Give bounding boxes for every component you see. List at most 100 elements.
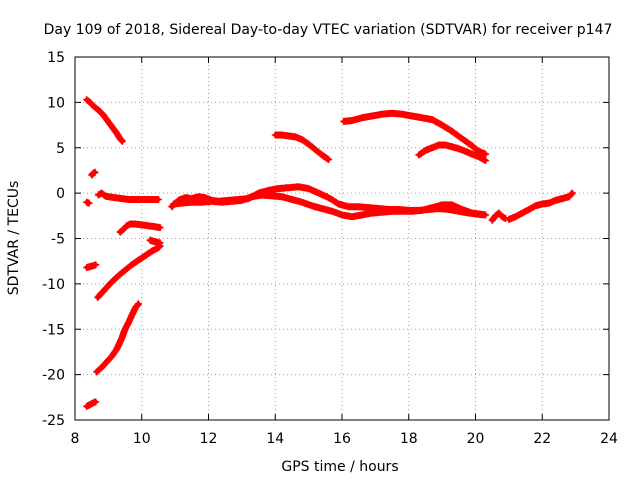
data-point — [379, 210, 385, 215]
data-point — [87, 264, 93, 269]
data-point — [129, 313, 134, 318]
data-point — [116, 273, 121, 278]
data-point — [476, 149, 481, 154]
data-point — [127, 221, 133, 227]
data-point — [126, 197, 131, 202]
data-point — [84, 97, 89, 102]
data-point — [533, 203, 538, 208]
data-point — [182, 195, 188, 200]
data-point — [289, 197, 295, 202]
data-point — [443, 142, 448, 148]
x-tick-label: 10 — [133, 431, 151, 447]
data-point — [419, 208, 425, 213]
data-point — [456, 146, 461, 151]
data-point — [296, 184, 301, 189]
data-point — [339, 212, 345, 218]
data-point — [399, 209, 405, 214]
data-point — [102, 193, 108, 198]
data-point — [239, 198, 245, 203]
data-point — [560, 196, 565, 201]
data-point — [513, 214, 518, 219]
data-point — [490, 218, 495, 223]
data-point — [480, 212, 485, 218]
data-point — [429, 117, 435, 122]
data-point — [349, 118, 355, 123]
data-point — [419, 115, 425, 121]
series-arc-1 — [83, 96, 126, 145]
data-point — [546, 200, 552, 206]
data-point — [496, 210, 502, 216]
y-axis-label: SDTVAR / TECUs — [6, 181, 22, 296]
y-tick-label: 10 — [47, 95, 65, 111]
data-point — [436, 142, 441, 148]
x-tick-label: 16 — [333, 431, 351, 447]
data-point — [96, 192, 101, 198]
data-point — [346, 204, 351, 209]
data-point — [500, 214, 505, 219]
data-point — [99, 190, 104, 196]
data-point — [151, 239, 156, 244]
data-point — [147, 238, 153, 243]
data-point — [104, 285, 109, 290]
data-point — [112, 195, 118, 200]
data-point — [359, 115, 365, 121]
x-tick-label: 18 — [400, 431, 418, 447]
y-tick-label: -5 — [51, 232, 65, 248]
data-point — [129, 262, 134, 267]
data-point — [126, 320, 131, 326]
data-point — [146, 197, 151, 202]
data-point — [460, 207, 465, 212]
y-tick-label: -25 — [42, 413, 65, 429]
data-point — [152, 224, 158, 229]
data-point — [179, 200, 184, 206]
data-point — [366, 205, 371, 210]
data-point — [124, 223, 129, 228]
data-point — [269, 193, 275, 198]
data-point — [356, 204, 361, 209]
series-arc-3 — [83, 198, 93, 207]
data-point — [279, 132, 285, 138]
data-point — [121, 227, 126, 232]
data-point — [319, 206, 325, 211]
data-point — [86, 200, 92, 206]
data-point — [326, 157, 331, 162]
data-point — [493, 213, 498, 218]
y-tick-label: -10 — [42, 277, 65, 293]
x-tick-label: 8 — [71, 431, 80, 447]
data-point — [439, 202, 445, 208]
data-point — [483, 151, 488, 157]
data-point — [157, 243, 163, 248]
data-point — [99, 290, 104, 296]
data-point — [359, 212, 365, 218]
data-point — [111, 126, 116, 131]
data-point — [120, 139, 125, 144]
data-point — [540, 201, 545, 207]
data-point — [266, 188, 271, 193]
data-point — [463, 149, 468, 154]
data-point — [117, 229, 123, 235]
data-point — [84, 265, 89, 270]
x-tick-label: 22 — [533, 431, 551, 447]
data-point — [219, 200, 225, 205]
data-point — [279, 194, 285, 199]
data-points — [83, 96, 576, 410]
data-point — [470, 143, 475, 149]
data-point — [136, 258, 141, 263]
y-tick-label: 15 — [47, 50, 65, 66]
data-point — [94, 369, 99, 375]
data-point — [132, 306, 138, 311]
data-point — [157, 225, 163, 230]
data-point — [249, 194, 255, 199]
data-point — [309, 203, 315, 208]
series-arc-12 — [170, 191, 486, 221]
series-arc-8 — [94, 242, 164, 301]
data-point — [101, 112, 106, 118]
data-point — [369, 113, 375, 119]
data-point — [429, 145, 435, 150]
series-arc-5 — [116, 220, 164, 236]
data-point — [286, 133, 291, 139]
data-point — [189, 200, 194, 205]
data-point — [104, 117, 109, 122]
data-point — [286, 185, 291, 190]
